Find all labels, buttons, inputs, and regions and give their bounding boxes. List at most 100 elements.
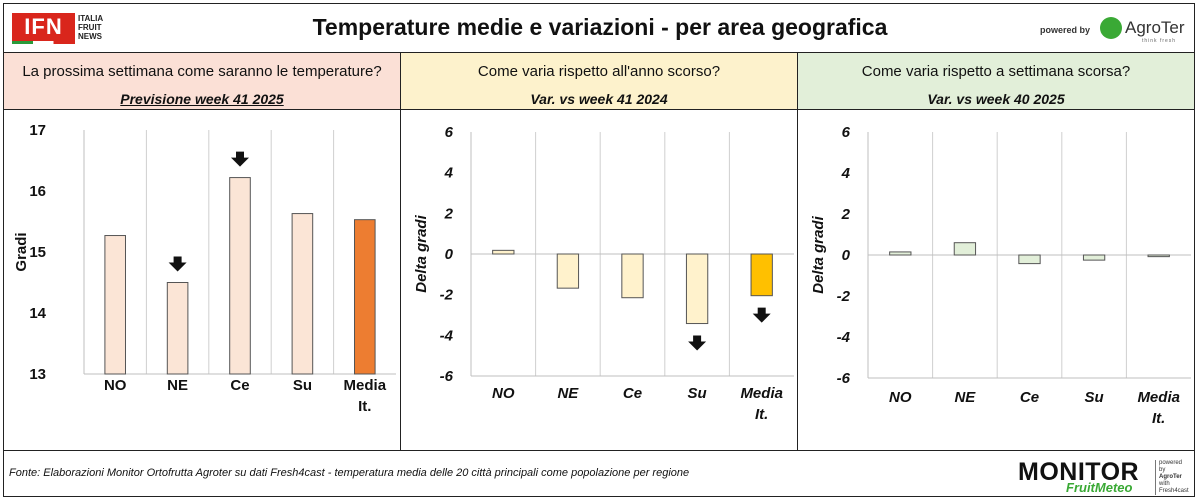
forecast-chart: 13 14 15 16 17 Gradi NO NE Ce Su Media It. [13, 122, 396, 415]
powered-by-label: powered by [1040, 25, 1091, 35]
y-tick-label: 0 [445, 246, 454, 263]
bar-no [104, 235, 126, 375]
panel-divider [400, 52, 401, 450]
ifn-sub-line: FRUIT [78, 23, 102, 32]
bar-media-it- [1147, 254, 1170, 258]
arrow-shape [168, 256, 187, 272]
y-tick-label: 17 [29, 122, 46, 139]
y-tick-label: 6 [842, 124, 851, 141]
x-tick-label: NE [167, 377, 188, 394]
ifn-logo: IFN ITALIA FRUIT NEWS [12, 13, 117, 44]
down-arrow-icon [688, 335, 707, 351]
y-tick-label: 2 [841, 206, 851, 223]
x-tick-label: It. [755, 406, 768, 423]
footer-divider [3, 450, 1195, 451]
x-tick-label: NO [492, 385, 515, 402]
agroter-tagline: think fresh [1142, 38, 1177, 44]
y-tick-label: -4 [837, 329, 851, 346]
y-tick-label: 0 [842, 247, 851, 264]
x-tick-label: NE [557, 385, 579, 402]
panel-subtitle: Var. vs week 41 2024 [530, 91, 668, 107]
credit-line: AgroTer [1159, 474, 1182, 480]
x-tick-label: Su [293, 377, 312, 394]
credit-line: Fresh4cast [1159, 488, 1189, 494]
bar-ce [229, 177, 251, 375]
y-tick-label: 4 [444, 165, 454, 182]
y-tick-label: 4 [841, 165, 851, 182]
bar-ce [621, 253, 644, 299]
monitor-side-credits: powered by AgroTer with Fresh4cast [1155, 460, 1191, 495]
bar-su [685, 253, 709, 325]
year-variation-chart: -6 -4 -2 0 2 4 6 Delta gradi NO NE Ce Su Media It. [413, 124, 794, 423]
panel-subtitle: Var. vs week 40 2025 [927, 91, 1065, 107]
x-tick-label: Media [1137, 389, 1180, 406]
week-variation-chart: -6 -4 -2 0 2 4 6 Delta gradi NO NE Ce Su Media It. [810, 124, 1191, 427]
ifn-sub-line: ITALIA [78, 14, 104, 23]
bar-no [889, 251, 912, 256]
y-axis-label: Delta gradi [413, 214, 430, 292]
arrow-shape [688, 335, 707, 351]
y-axis-label: Gradi [13, 232, 30, 271]
panel-header-forecast: La prossima settimana come saranno le te… [4, 52, 400, 110]
y-tick-label: -2 [837, 288, 851, 305]
panel-question: La prossima settimana come saranno le te… [22, 63, 382, 80]
monitor-fruitmeteo-logo: MONITOR FruitMeteo powered by AgroTer wi… [1018, 458, 1190, 496]
y-tick-label: 14 [29, 305, 46, 322]
down-arrow-icon [168, 256, 187, 272]
arrow-shape [752, 307, 771, 323]
credit-line: by [1159, 467, 1166, 473]
chart-frame [3, 3, 1195, 497]
bar-ce [1018, 254, 1041, 265]
credit-line: with [1159, 481, 1170, 487]
panel-header-year-variation: Come varia rispetto all'anno scorso? Var… [401, 52, 797, 110]
x-tick-label: Ce [230, 377, 249, 394]
x-tick-label: Ce [1020, 389, 1039, 406]
panel-question: Come varia rispetto all'anno scorso? [477, 63, 721, 80]
x-tick-label: NO [104, 377, 127, 394]
source-note: Fonte: Elaborazioni Monitor Ortofrutta A… [9, 467, 690, 479]
ifn-sub-line: NEWS [78, 32, 102, 41]
x-tick-label: Su [1085, 389, 1104, 406]
fruitmeteo-logo-text: FruitMeteo [1066, 480, 1133, 495]
panel-question: Come varia rispetto a settimana scorsa? [861, 63, 1131, 80]
page-title: Temperature medie e variazioni - per are… [312, 14, 888, 40]
down-arrow-icon [231, 151, 249, 167]
credit-line: powered [1159, 460, 1183, 466]
y-tick-label: 6 [445, 124, 454, 141]
y-tick-label: -2 [440, 287, 454, 304]
x-tick-label: It. [1152, 410, 1165, 427]
x-tick-label: Ce [623, 385, 642, 402]
y-axis-label: Delta gradi [810, 215, 827, 293]
bar-su [1082, 254, 1106, 261]
ifn-logo-text: IFN [12, 13, 75, 41]
bar-ne [166, 282, 189, 375]
ifn-logo-subtext: ITALIA FRUIT NEWS [78, 14, 103, 41]
bar-no [492, 249, 515, 255]
y-tick-label: 13 [29, 366, 46, 383]
y-tick-label: 15 [29, 244, 46, 261]
bar-su [291, 213, 314, 375]
y-tick-label: -6 [440, 368, 454, 385]
monitor-logo-text: MONITOR [1018, 458, 1140, 486]
panel-divider [797, 52, 798, 450]
y-tick-label: -6 [837, 370, 851, 387]
arrow-shape [231, 151, 249, 167]
x-tick-label: Media [740, 385, 783, 402]
bar-ne [953, 242, 977, 256]
y-tick-label: 16 [29, 183, 46, 200]
x-tick-label: NE [954, 389, 976, 406]
y-tick-label: 2 [444, 205, 454, 222]
agroter-logo: AgroTer think fresh [1100, 15, 1190, 45]
bar-ne [556, 253, 580, 289]
panel-subtitle: Previsione week 41 2025 [120, 91, 284, 107]
bar-media-it- [354, 219, 376, 375]
agroter-leaf-icon [1100, 17, 1122, 39]
ifn-flag-stripe [12, 41, 75, 44]
bar-media-it- [750, 253, 773, 297]
agroter-logo-text: AgroTer [1125, 18, 1185, 37]
panel-header-week-variation: Come varia rispetto a settimana scorsa? … [798, 52, 1194, 110]
down-arrow-icon [752, 307, 771, 323]
x-tick-label: Su [688, 385, 707, 402]
x-tick-label: NO [889, 389, 912, 406]
x-tick-label: Media [344, 377, 387, 394]
